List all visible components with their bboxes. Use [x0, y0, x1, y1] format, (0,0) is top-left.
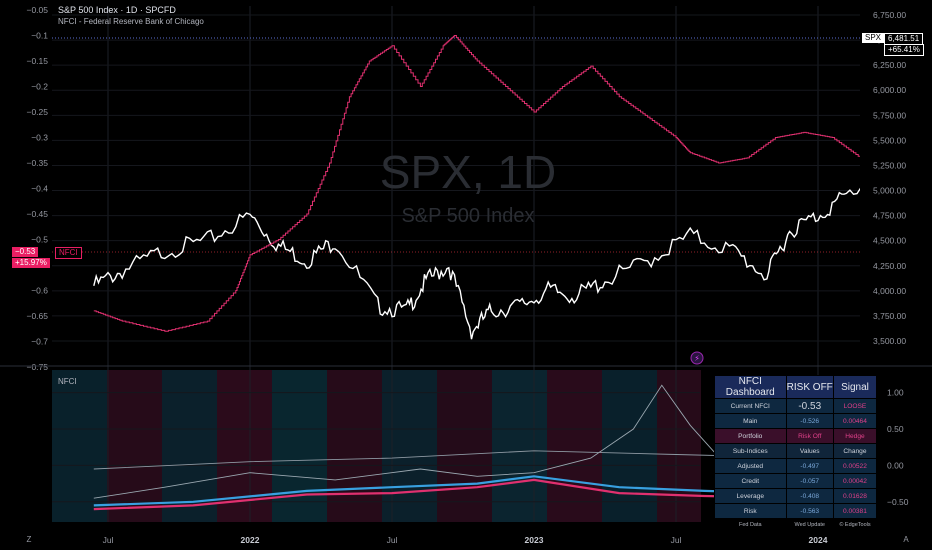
- nfci-subindex-line[interactable]: [93, 478, 932, 511]
- dashboard-signal-header: Signal: [832, 375, 878, 399]
- right-axis-tick: 3,500.00: [873, 336, 906, 346]
- leverage-change: 0.01628: [832, 488, 878, 504]
- lightning-icon: ⚡: [694, 354, 700, 363]
- footer-mid: Wed Update: [785, 518, 834, 532]
- left-axis-tick: −0.2: [31, 82, 48, 92]
- left-axis-tick: −0.45: [26, 209, 48, 219]
- lower-axis-tick: −0.50: [887, 497, 909, 507]
- spx-series-line[interactable]: [93, 42, 932, 340]
- footer-right: © EdgeTools: [832, 518, 878, 532]
- nfci-series-line[interactable]: [93, 35, 932, 332]
- left-axis-tick: −0.7: [31, 337, 48, 347]
- left-axis-tick: −0.4: [31, 184, 48, 194]
- x-tick-label: 2024: [809, 535, 828, 545]
- credit-change: 0.00042: [832, 473, 878, 489]
- right-axis-tick: 3,750.00: [873, 311, 906, 321]
- x-tick-label: Jul: [103, 535, 114, 545]
- left-axis-tick: −0.25: [26, 107, 48, 117]
- lower-axis-tick: 1.00: [887, 388, 904, 398]
- adjusted-value: -0.497: [785, 458, 834, 474]
- nfci-value-tag: −0.53: [12, 247, 39, 257]
- timezone-icon[interactable]: Z: [27, 535, 32, 544]
- indicator-legend: NFCI - Federal Reserve Bank of Chicago: [58, 17, 204, 26]
- right-axis-tick: 6,750.00: [873, 10, 906, 20]
- left-axis-tick: −0.6: [31, 286, 48, 296]
- right-axis-tick: 4,500.00: [873, 236, 906, 246]
- risk-label: Risk: [714, 503, 787, 519]
- footer-left: Fed Data: [714, 518, 787, 532]
- nfci-change-tag: +15.97%: [12, 258, 50, 268]
- dashboard-title: NFCI Dashboard: [714, 375, 787, 399]
- credit-label: Credit: [714, 473, 787, 489]
- risk-change: 0.00381: [832, 503, 878, 519]
- left-axis-tick: −0.35: [26, 158, 48, 168]
- x-tick-label: 2022: [241, 535, 260, 545]
- right-axis-tick: 5,000.00: [873, 186, 906, 196]
- right-axis-tick: 4,000.00: [873, 286, 906, 296]
- watermark-symbol: SPX, 1D: [380, 146, 556, 198]
- dashboard-status: RISK OFF: [785, 375, 834, 399]
- auto-scale-icon[interactable]: A: [903, 535, 909, 544]
- risk-value: -0.563: [785, 503, 834, 519]
- current-nfci-value: -0.53: [785, 398, 834, 414]
- right-axis-tick: 4,250.00: [873, 261, 906, 271]
- watermark-name: S&P 500 Index: [401, 205, 534, 227]
- left-axis-tick: −0.65: [26, 311, 48, 321]
- x-tick-label: Jul: [671, 535, 682, 545]
- right-axis-tick: 6,250.00: [873, 60, 906, 70]
- portfolio-value: Risk Off: [785, 428, 834, 444]
- left-axis-tick: −0.3: [31, 133, 48, 143]
- spx-change-tag: +65.41%: [884, 44, 924, 56]
- main-change: 0.00464: [832, 413, 878, 429]
- right-axis-tick: 4,750.00: [873, 211, 906, 221]
- left-axis-tick: −0.15: [26, 56, 48, 66]
- current-nfci-label: Current NFCI: [714, 398, 787, 414]
- left-axis-tick: −0.5: [31, 235, 48, 245]
- lower-pane-label: NFCI: [58, 377, 77, 386]
- spx-symbol-tag: SPX: [862, 33, 885, 43]
- change-header: Change: [832, 443, 878, 459]
- nfci-subindex-line[interactable]: [93, 384, 932, 502]
- x-tick-label: Jul: [387, 535, 398, 545]
- x-tick-label: 2023: [525, 535, 544, 545]
- nfci-dashboard: NFCI Dashboard RISK OFF Signal Current N…: [714, 375, 878, 532]
- adjusted-label: Adjusted: [714, 458, 787, 474]
- portfolio-change: Hedge: [832, 428, 878, 444]
- left-axis-tick: −0.75: [26, 362, 48, 372]
- values-header: Values: [785, 443, 834, 459]
- right-axis-tick: 5,500.00: [873, 135, 906, 145]
- nfci-symbol-tag: NFCI: [55, 247, 82, 259]
- sub-indices-header: Sub-Indices: [714, 443, 787, 459]
- right-axis-tick: 6,000.00: [873, 85, 906, 95]
- credit-value: -0.057: [785, 473, 834, 489]
- leverage-label: Leverage: [714, 488, 787, 504]
- main-value: -0.526: [785, 413, 834, 429]
- chart-title: S&P 500 Index · 1D · SPCFD: [58, 5, 176, 15]
- lower-axis-tick: 0.50: [887, 424, 904, 434]
- right-axis-tick: 5,250.00: [873, 160, 906, 170]
- adjusted-change: 0.00522: [832, 458, 878, 474]
- left-axis-tick: −0.1: [31, 31, 48, 41]
- portfolio-label: Portfolio: [714, 428, 787, 444]
- alert-icon[interactable]: [690, 351, 704, 365]
- main-label: Main: [714, 413, 787, 429]
- left-axis-tick: −0.05: [26, 5, 48, 15]
- lower-axis-tick: 0.00: [887, 460, 904, 470]
- right-axis-tick: 5,750.00: [873, 110, 906, 120]
- current-nfci-signal: LOOSE: [832, 398, 878, 414]
- nfci-subindex-line[interactable]: [93, 475, 932, 507]
- leverage-value: -0.408: [785, 488, 834, 504]
